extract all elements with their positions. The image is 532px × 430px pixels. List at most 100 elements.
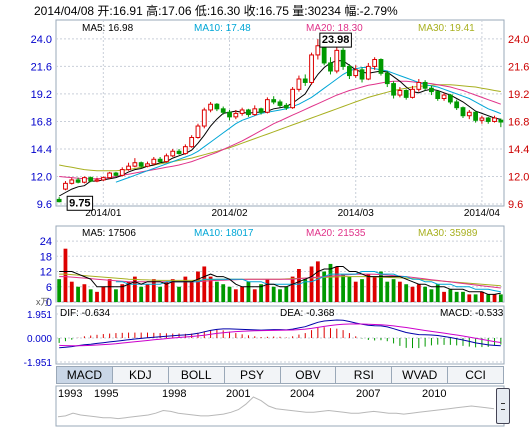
candle [410,88,415,98]
macd-tick-label: -1.951 [24,358,53,369]
quote-close: 收:16.75 [243,4,289,18]
navigator-drag-handle[interactable] [496,388,510,424]
candle [441,94,447,100]
candle [479,117,485,121]
tab-boll[interactable]: BOLL [169,367,225,383]
volume-bar [170,279,175,302]
candle [182,146,188,155]
candle [454,101,460,109]
date-tick-label: 2014/02 [211,208,248,219]
price-axis-left: 9.6 12.0 14.4 16.8 19.2 21.6 24.0 [31,34,52,211]
volume-bar [353,281,358,302]
volume-tick-label: 24 [40,236,52,248]
price-legend-entry: MA30: 19.41 [418,23,475,34]
macd-dif-line [59,319,501,349]
price-tick-label: 14.4 [31,144,52,156]
volume-bar [95,291,99,302]
navigator-year: 1998 [162,388,187,400]
volume-bar [284,286,289,302]
date-tick-label: 2014/04 [464,208,501,219]
navigator-year: 2001 [226,388,251,400]
tab-obv[interactable]: OBV [281,367,337,383]
volume-bar [227,286,232,302]
volume-bar [334,266,339,302]
ma10-line [115,67,501,183]
low-marker-box [66,195,94,211]
volume-bar [397,281,402,302]
indicator-tabs: MACD KDJ BOLL PSY OBV RSI WVAD CCI [56,366,504,384]
candle [353,69,359,77]
volume-bar [120,284,125,302]
candle [233,112,239,118]
volume-bar [379,271,383,302]
volume-bar [252,289,257,302]
volume-tick-label: 18 [40,251,52,263]
price-legend-entry: MA10: 17.48 [194,23,251,34]
candle [302,78,308,83]
volume-bar [404,284,409,302]
navigator-years: 1993 1995 1998 2001 2004 2007 2010 [56,386,504,426]
price-tick-label: 19.2 [31,89,52,101]
volume-bar [328,263,333,302]
volume-legend-entry: MA30: 35989 [418,228,478,239]
quote-header: 2014/04/08 开:16.91 高:17.06 低:16.30 收:16.… [34,2,398,19]
volume-bar [467,294,472,302]
candle [258,108,264,113]
candle [277,101,283,106]
tab-kdj[interactable]: KDJ [113,367,169,383]
price-markers: 23.98 9.75 [66,32,352,211]
navigator-frame[interactable] [55,385,505,427]
volume-ma5-line [59,266,501,295]
tab-psy[interactable]: PSY [225,367,281,383]
candle [151,158,157,165]
volume-bar [322,271,327,302]
candle [88,177,94,182]
volume-bar [265,279,270,302]
volume-bar [391,279,396,302]
volume-bar [63,248,68,302]
volume-bar [158,286,163,302]
volume-bar [480,291,484,302]
candle [252,108,258,116]
volume-bar [372,276,377,302]
candle [176,150,182,155]
volume-bar [202,266,207,302]
volume-bar [57,279,62,302]
volume-bar [107,279,112,302]
candle [365,65,371,80]
candle [485,117,491,122]
price-tick-label: 16.8 [508,116,529,128]
candle [63,182,68,190]
candle [126,165,131,171]
price-tick-label: 21.6 [508,61,529,73]
candle [372,59,378,67]
candle [119,169,125,176]
candle [384,72,390,85]
candle [75,179,81,183]
macd-tick-label: 0.000 [27,334,52,345]
volume-bar [429,289,434,302]
candle [416,81,422,90]
macd-dea-label: DEA: -0.368 [280,308,335,319]
tab-wvad[interactable]: WVAD [392,367,449,383]
quote-high: 高:17.06 [146,4,192,18]
volume-bar [366,274,371,302]
candle [429,87,434,93]
tab-rsi[interactable]: RSI [336,367,393,383]
volume-bar [341,274,345,302]
tab-macd[interactable]: MACD [57,367,113,383]
volume-legend-entry: MA5: 17506 [82,228,136,239]
candle [271,99,277,103]
volume-bar [498,294,503,302]
volume-bar [101,286,106,302]
quote-date: 2014/04/08 [34,4,95,18]
price-legend-entry: MA5: 16.98 [82,23,134,34]
candle [397,89,403,96]
tab-cci[interactable]: CCI [465,368,486,382]
volume-legend-entry: MA20: 21535 [306,228,366,239]
volume-bar [139,286,144,302]
macd-tick-label: 1.951 [27,310,52,321]
candle [340,49,346,67]
candle [435,91,441,100]
candle [403,89,409,98]
